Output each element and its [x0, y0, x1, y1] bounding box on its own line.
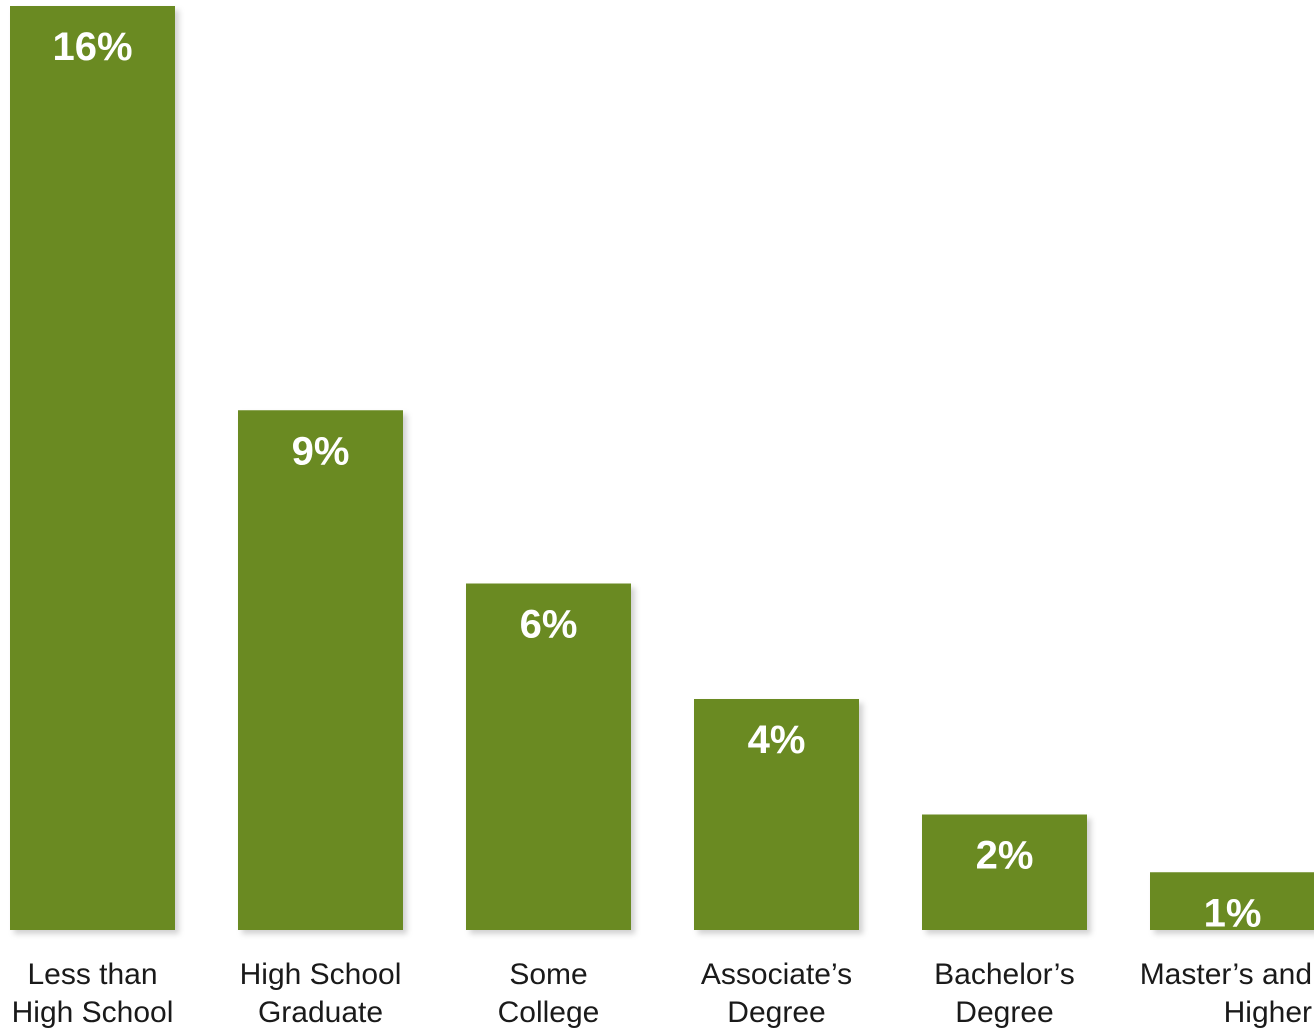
category-label: Less than: [27, 958, 157, 991]
category-label: Some: [509, 958, 587, 991]
category-label: Higher: [1224, 996, 1312, 1029]
bar: [694, 699, 859, 930]
category-label: Graduate: [258, 996, 383, 1029]
bar-value-label: 1%: [1204, 891, 1262, 935]
bar: [922, 814, 1087, 930]
bar: [238, 410, 403, 930]
bar: [466, 583, 631, 930]
category-labels-group: Less than High School High School Graduate S…: [12, 958, 1312, 1029]
category-label: High School: [240, 958, 402, 991]
category-label: Bachelor’s: [934, 958, 1075, 991]
category-label: Associate’s: [701, 958, 852, 991]
bar-value-label: 2%: [976, 834, 1034, 878]
bars-group: [10, 6, 1314, 930]
category-label: Degree: [727, 996, 825, 1029]
bar: [1150, 872, 1314, 930]
category-label: Degree: [955, 996, 1053, 1029]
category-label: Master’s and: [1140, 958, 1312, 991]
category-label: College: [498, 996, 600, 1029]
category-label: High School: [12, 996, 174, 1029]
bar-value-label: 4%: [748, 718, 806, 762]
bar-value-label: 9%: [292, 429, 350, 473]
bar: [10, 6, 175, 930]
value-labels-group: 16% 9% 6% 4% 2% 1%: [52, 25, 1261, 935]
bar-value-label: 16%: [52, 25, 132, 69]
bar-value-label: 6%: [520, 603, 578, 647]
